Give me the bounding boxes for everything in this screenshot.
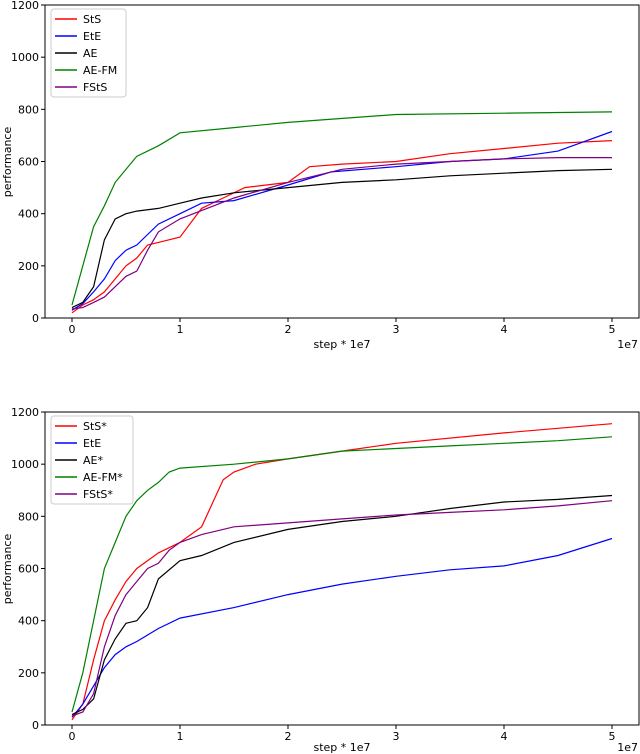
plot-frame	[44, 4, 640, 319]
y-tick-label: 800	[18, 103, 39, 116]
y-axis-ticks: 0 200 400 600 800 1000 1200	[11, 0, 45, 325]
y-axis-label: performance	[1, 534, 14, 605]
series-line-fsts	[71, 157, 612, 310]
x-offset-text: 1e7	[617, 741, 638, 754]
y-tick-label: 1000	[11, 458, 39, 471]
y-tick-label: 1200	[11, 0, 39, 12]
plot-frame	[44, 411, 640, 726]
y-tick-label: 400	[18, 208, 39, 221]
y-tick-label: 0	[32, 719, 39, 732]
y-tick-label: 1200	[11, 406, 39, 419]
x-tick-label: 4	[501, 323, 508, 336]
series-lines	[71, 423, 613, 721]
y-axis-ticks: 0 200 400 600 800 1000 1200	[11, 406, 45, 732]
y-tick-label: 800	[18, 510, 39, 523]
legend-label: EtE	[83, 30, 101, 43]
x-tick-label: 4	[501, 730, 508, 743]
legend-label: EtE	[83, 437, 101, 450]
legend-label: AE*	[83, 454, 103, 467]
x-tick-label: 1	[177, 730, 184, 743]
y-tick-label: 600	[18, 156, 39, 169]
legend: StS EtE AE AE-FM FStS	[50, 8, 127, 98]
x-offset-text: 1e7	[617, 338, 638, 351]
x-axis-label: step * 1e7	[313, 741, 370, 754]
legend-label: AE	[83, 47, 98, 60]
legend-label: FStS	[83, 81, 107, 94]
x-tick-label: 2	[285, 730, 292, 743]
y-tick-label: 600	[18, 563, 39, 576]
series-line-sts	[71, 140, 613, 314]
y-tick-label: 1000	[11, 51, 39, 64]
series-line-ae-fm	[71, 436, 613, 713]
x-tick-label: 2	[285, 323, 292, 336]
x-axis-label: step * 1e7	[313, 338, 370, 351]
x-axis-ticks: 0 1 2 3 4 5	[69, 318, 616, 336]
series-line-ae	[71, 168, 613, 309]
y-tick-label: 400	[18, 615, 39, 628]
series-line-ae	[71, 494, 613, 716]
x-tick-label: 1	[177, 323, 184, 336]
series-line-ae-fm	[71, 111, 613, 306]
legend-label: StS*	[83, 420, 107, 433]
legend-label: StS	[83, 13, 101, 26]
series-lines	[71, 111, 613, 314]
y-axis-label: performance	[1, 127, 14, 198]
x-tick-label: 3	[393, 323, 400, 336]
y-tick-label: 200	[18, 260, 39, 273]
legend-label: AE-FM	[83, 64, 117, 77]
x-tick-label: 5	[609, 730, 616, 743]
legend-box	[50, 8, 127, 98]
x-tick-label: 0	[69, 730, 76, 743]
x-tick-label: 0	[69, 323, 76, 336]
x-tick-label: 3	[393, 730, 400, 743]
y-tick-label: 200	[18, 667, 39, 680]
legend-box	[50, 415, 134, 505]
series-line-fsts	[71, 500, 613, 717]
x-tick-label: 5	[609, 323, 616, 336]
y-tick-label: 0	[32, 312, 39, 325]
legend-label: AE-FM*	[83, 471, 123, 484]
x-axis-ticks: 0 1 2 3 4 5	[69, 725, 616, 743]
legend: StS* EtE AE* AE-FM* FStS*	[50, 415, 134, 505]
legend-label: FStS*	[83, 488, 113, 501]
